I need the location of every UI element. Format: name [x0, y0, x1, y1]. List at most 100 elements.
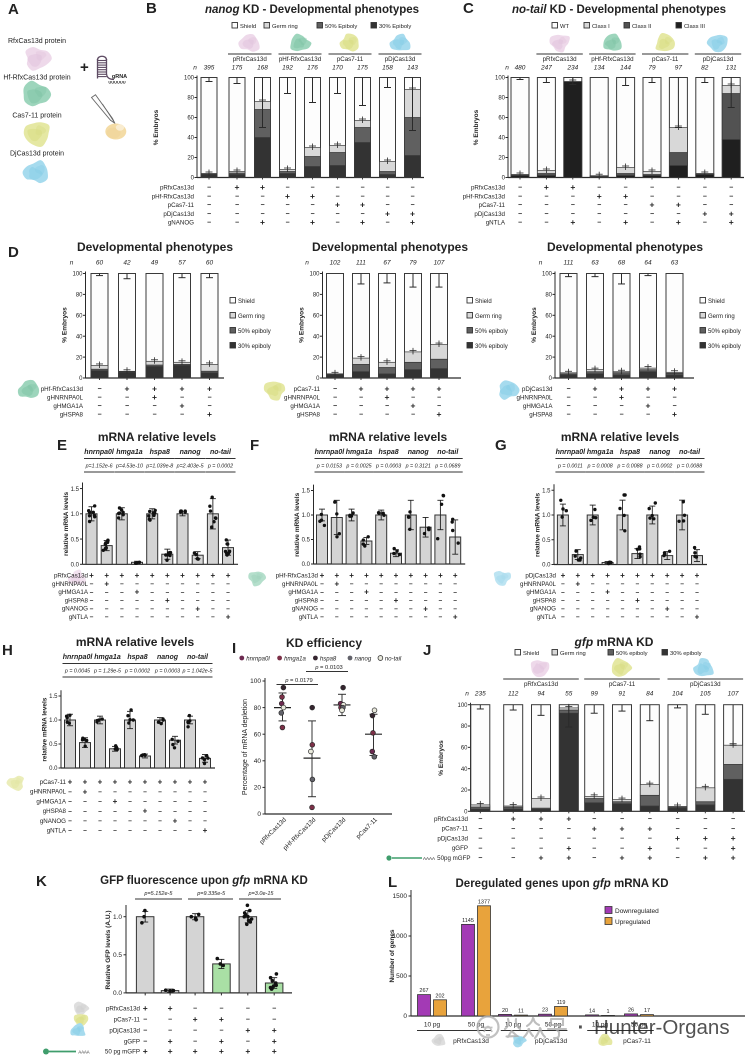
svg-text:% Embryos: % Embryos — [438, 740, 445, 776]
svg-text:40: 40 — [545, 334, 552, 340]
svg-text:−: − — [731, 816, 735, 823]
svg-text:−: − — [226, 598, 230, 605]
svg-text:L: L — [388, 874, 397, 891]
svg-text:−: − — [97, 403, 101, 410]
svg-text:+: + — [260, 217, 265, 227]
svg-text:no-tail: no-tail — [385, 657, 402, 663]
svg-text:−: − — [226, 606, 230, 613]
svg-text:−: − — [335, 185, 339, 192]
svg-text:−: − — [676, 194, 680, 201]
svg-text:50 pg: 50 pg — [631, 1022, 648, 1029]
svg-text:+: + — [620, 823, 625, 833]
svg-text:−: − — [409, 614, 413, 621]
svg-text:nanog: nanog — [408, 449, 430, 456]
svg-text:−: − — [68, 799, 72, 806]
svg-text:0.5: 0.5 — [49, 742, 58, 748]
svg-text:pHf-RfxCas13d: pHf-RfxCas13d — [463, 193, 506, 200]
svg-text:−: − — [188, 799, 192, 806]
svg-text:−: − — [125, 412, 129, 419]
svg-text:−: − — [68, 789, 72, 796]
svg-text:−: − — [597, 211, 601, 218]
svg-text:+: + — [165, 571, 170, 580]
svg-text:p = 0.0003: p = 0.0003 — [154, 669, 180, 675]
svg-text:−: − — [113, 808, 117, 815]
svg-text:mRNA relative levels: mRNA relative levels — [329, 430, 448, 444]
svg-text:+: + — [364, 588, 369, 597]
svg-text:mRNA relative levels: mRNA relative levels — [76, 635, 195, 649]
svg-text:+: + — [575, 579, 580, 588]
svg-text:Relative GFP levels (A.U.): Relative GFP levels (A.U.) — [105, 911, 112, 990]
svg-text:+: + — [544, 182, 549, 192]
svg-text:hmga1a: hmga1a — [284, 657, 306, 663]
svg-text:+: + — [334, 571, 339, 580]
svg-text:+: + — [423, 604, 428, 613]
svg-text:−: − — [567, 826, 571, 833]
svg-text:+: + — [193, 1046, 198, 1055]
svg-text:−: − — [675, 826, 679, 833]
svg-text:−: − — [98, 828, 102, 835]
svg-text:80: 80 — [254, 705, 262, 712]
svg-text:Shield: Shield — [240, 24, 256, 30]
svg-text:80: 80 — [313, 293, 320, 299]
svg-text:57: 57 — [178, 260, 186, 267]
svg-text:Deregulated genes upon gfp mRN: Deregulated genes upon gfp mRNA KD — [456, 878, 669, 890]
svg-text:−: − — [285, 220, 289, 227]
svg-text:Downregulated: Downregulated — [615, 908, 659, 915]
svg-text:+: + — [193, 1014, 198, 1024]
svg-text:111: 111 — [564, 260, 574, 267]
svg-text:267: 267 — [419, 988, 428, 994]
svg-text:hspa8: hspa8 — [378, 449, 398, 456]
svg-text:+: + — [408, 571, 413, 580]
svg-text:−: − — [650, 598, 654, 605]
svg-text:0: 0 — [191, 176, 195, 182]
svg-text:−: − — [98, 789, 102, 796]
svg-text:−: − — [125, 395, 129, 402]
svg-text:pCas7-11: pCas7-11 — [40, 779, 67, 786]
svg-text:50% epiboly: 50% epiboly — [475, 329, 508, 335]
svg-text:−: − — [272, 1006, 276, 1013]
svg-text:−: − — [539, 845, 543, 852]
svg-text:−: − — [592, 836, 596, 843]
svg-text:+: + — [143, 1046, 148, 1055]
svg-text:−: − — [150, 581, 154, 588]
svg-text:hmga1a: hmga1a — [116, 449, 143, 456]
svg-text:−: − — [592, 845, 596, 852]
svg-text:49: 49 — [151, 260, 159, 267]
svg-text:−: − — [424, 589, 428, 596]
svg-text:+: + — [566, 843, 571, 853]
svg-text:+: + — [180, 571, 185, 580]
svg-text:+: + — [593, 384, 598, 394]
svg-text:Hf-RfxCas13d protein: Hf-RfxCas13d protein — [3, 75, 70, 82]
svg-text:n: n — [305, 260, 309, 267]
svg-text:+: + — [379, 571, 384, 580]
svg-text:p = 0.0088: p = 0.0088 — [676, 464, 702, 470]
svg-text:no-tail: no-tail — [437, 449, 459, 456]
svg-text:−: − — [173, 828, 177, 835]
svg-text:+: + — [646, 401, 651, 411]
svg-text:+: + — [226, 613, 231, 622]
svg-text:hspa8: hspa8 — [620, 449, 640, 456]
svg-text:102: 102 — [330, 260, 341, 267]
svg-text:−: − — [68, 818, 72, 825]
svg-text:40: 40 — [498, 136, 505, 142]
svg-text:+: + — [394, 571, 399, 580]
svg-text:UUUUUU: UUUUUU — [108, 79, 125, 84]
svg-text:+: + — [619, 384, 624, 394]
svg-text:no-tail KD - Developmental phe: no-tail KD - Developmental phenotypes — [512, 4, 726, 16]
svg-text:79: 79 — [648, 65, 656, 72]
svg-text:−: − — [409, 606, 413, 613]
svg-text:p=4.53e-10: p=4.53e-10 — [115, 464, 143, 470]
svg-text:+: + — [83, 787, 88, 796]
svg-text:KD efficiency: KD efficiency — [286, 636, 362, 650]
svg-text:−: − — [365, 614, 369, 621]
svg-text:134: 134 — [594, 65, 605, 72]
svg-text:100: 100 — [309, 272, 320, 278]
svg-text:−: − — [188, 828, 192, 835]
svg-text:42: 42 — [123, 260, 131, 267]
svg-text:+: + — [605, 571, 610, 580]
svg-text:395: 395 — [204, 65, 215, 72]
svg-text:Germ ring: Germ ring — [272, 24, 298, 30]
svg-text:−: − — [571, 202, 575, 209]
svg-text:pCas7-11: pCas7-11 — [114, 1017, 141, 1024]
svg-text:+: + — [695, 613, 700, 622]
